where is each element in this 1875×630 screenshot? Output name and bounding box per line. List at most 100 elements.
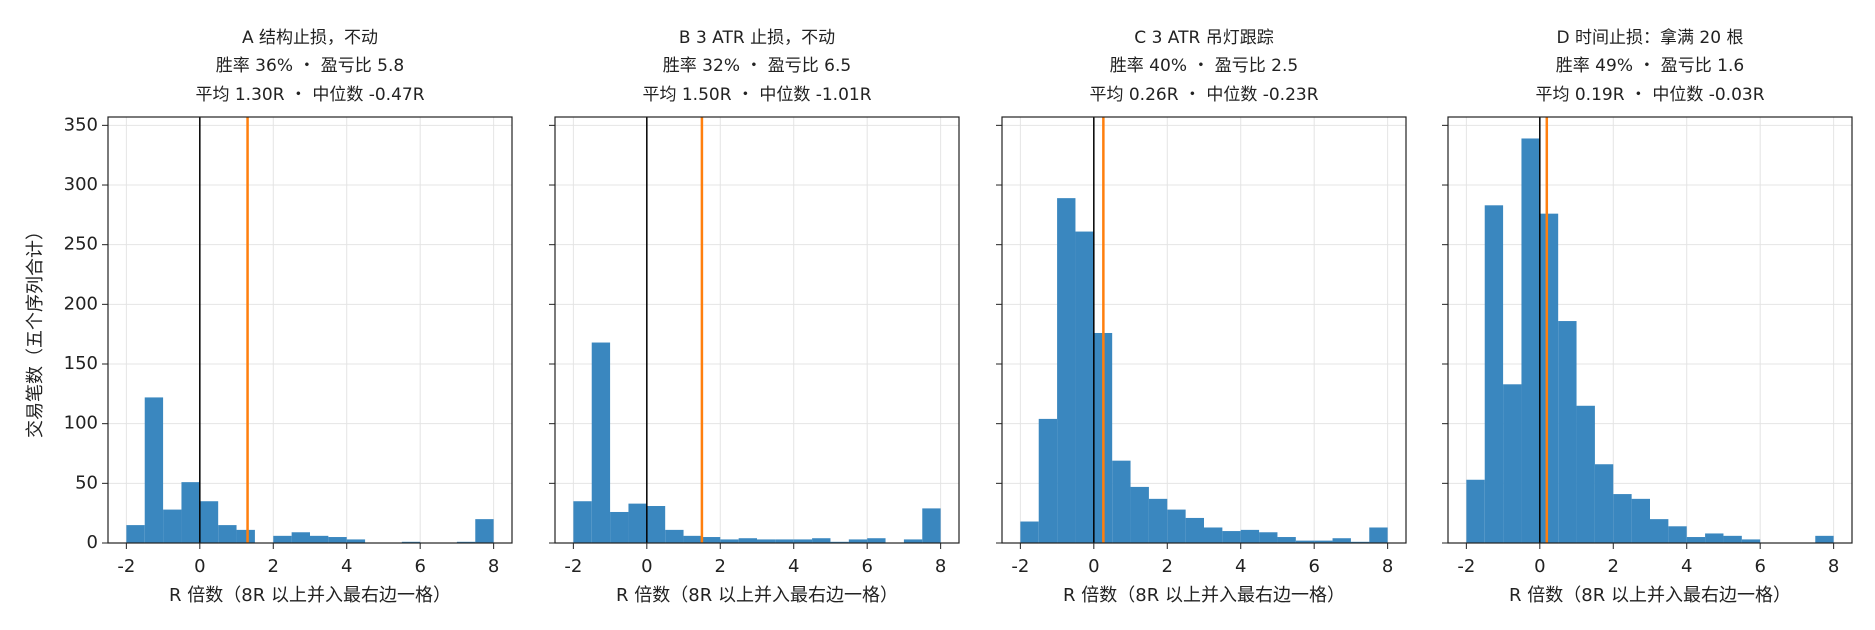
bar: [199, 501, 219, 543]
bar: [1613, 494, 1632, 543]
x-tick-label: 6: [414, 556, 425, 577]
bar: [922, 508, 941, 543]
chart-subtitle: 胜率 32% ・ 盈亏比 6.5: [663, 56, 851, 76]
bar: [1185, 517, 1204, 543]
x-axis-label: R 倍数（8R 以上并入最右边一格）: [1509, 585, 1791, 606]
x-axis-label: R 倍数（8R 以上并入最右边一格）: [616, 585, 898, 606]
bar: [273, 535, 292, 543]
bar: [793, 539, 813, 543]
bar: [236, 529, 255, 543]
bar: [1038, 418, 1058, 543]
bar: [1204, 527, 1223, 543]
bar: [1314, 540, 1333, 543]
x-tick-label: -2: [1457, 556, 1475, 577]
bar: [720, 539, 739, 543]
bar: [310, 535, 329, 543]
y-tick-label: 150: [64, 353, 98, 374]
y-tick-label: 50: [75, 472, 98, 493]
bar: [683, 535, 702, 543]
chart-subtitle: 胜率 40% ・ 盈亏比 2.5: [1110, 56, 1298, 76]
y-tick-label: 0: [87, 532, 98, 553]
bar: [1668, 526, 1687, 543]
y-tick-label: 200: [64, 293, 98, 314]
bar: [1020, 521, 1039, 543]
x-tick-label: 4: [1235, 556, 1246, 577]
bar: [1705, 533, 1724, 543]
x-tick-label: 4: [788, 556, 799, 577]
bar: [1130, 486, 1149, 543]
x-tick-label: -2: [117, 556, 135, 577]
chart-subtitle: 平均 1.30R ・ 中位数 -0.47R: [195, 85, 424, 105]
x-tick-label: 0: [1534, 556, 1545, 577]
bar: [757, 539, 776, 543]
bar: [1167, 509, 1186, 543]
bar: [144, 397, 164, 543]
bar: [646, 506, 666, 543]
bar: [346, 539, 366, 543]
y-tick-label: 250: [64, 234, 98, 255]
bar: [328, 537, 347, 543]
y-tick-label: 350: [64, 114, 98, 135]
x-tick-label: 0: [194, 556, 205, 577]
x-tick-label: 0: [641, 556, 652, 577]
bar: [903, 539, 923, 543]
bar: [1148, 498, 1168, 543]
bar: [1222, 531, 1241, 543]
chart-subtitle: 胜率 49% ・ 盈亏比 1.6: [1556, 56, 1744, 76]
x-tick-label: 8: [488, 556, 499, 577]
bar: [1539, 213, 1559, 543]
bar: [475, 519, 494, 543]
chart-subtitle: 胜率 36% ・ 盈亏比 5.8: [216, 56, 404, 76]
bar: [1741, 539, 1761, 543]
bar: [1631, 498, 1650, 543]
chart-subtitle: 平均 0.26R ・ 中位数 -0.23R: [1089, 85, 1318, 105]
bar: [628, 503, 647, 543]
bar: [1295, 540, 1315, 543]
x-tick-label: 8: [935, 556, 946, 577]
bar: [1503, 384, 1522, 543]
bar: [126, 525, 145, 543]
x-tick-label: 2: [268, 556, 279, 577]
bar: [1369, 527, 1388, 543]
bar: [1521, 138, 1540, 543]
x-axis-label: R 倍数（8R 以上并入最右边一格）: [1063, 585, 1345, 606]
x-tick-label: 0: [1088, 556, 1099, 577]
x-tick-label: -2: [564, 556, 582, 577]
chart-title: A 结构止损，不动: [242, 28, 378, 48]
bar: [1484, 205, 1504, 543]
bar: [1057, 198, 1076, 543]
bar: [1259, 532, 1278, 543]
bar: [848, 539, 868, 543]
bar: [1815, 535, 1834, 543]
bar: [867, 538, 886, 543]
x-tick-label: 8: [1828, 556, 1839, 577]
bar: [163, 509, 182, 543]
bar: [1723, 535, 1742, 543]
bar: [1277, 537, 1296, 543]
x-tick-label: -2: [1011, 556, 1029, 577]
x-tick-label: 2: [715, 556, 726, 577]
plot-frame: [107, 116, 513, 544]
chart-title: C 3 ATR 吊灯跟踪: [1134, 28, 1273, 48]
x-tick-label: 6: [861, 556, 872, 577]
bar: [738, 538, 757, 543]
bar: [1112, 460, 1131, 543]
chart-title: B 3 ATR 止损，不动: [679, 28, 835, 48]
x-tick-label: 8: [1382, 556, 1393, 577]
plot-frame: [1447, 116, 1853, 544]
x-tick-label: 2: [1162, 556, 1173, 577]
x-tick-label: 6: [1308, 556, 1319, 577]
chart-subtitle: 平均 0.19R ・ 中位数 -0.03R: [1535, 85, 1764, 105]
bar: [1576, 405, 1595, 543]
plot-frame: [554, 116, 960, 544]
bar: [775, 539, 794, 543]
chart-title: D 时间止损：拿满 20 根: [1557, 27, 1744, 48]
bar: [1558, 321, 1577, 543]
bar: [573, 501, 592, 543]
bar: [1594, 464, 1614, 543]
bar: [610, 511, 629, 543]
x-tick-label: 2: [1608, 556, 1619, 577]
bar: [701, 537, 721, 543]
bar: [1686, 537, 1706, 543]
